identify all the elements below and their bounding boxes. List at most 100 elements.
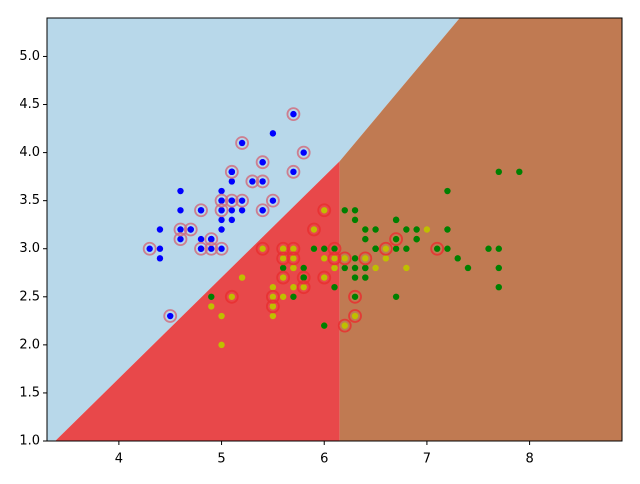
decision-region [47, 18, 460, 441]
support-vector-ring [142, 241, 157, 256]
data-point [382, 255, 390, 262]
support-vector-ring [265, 289, 280, 304]
data-point [238, 197, 246, 204]
data-point [290, 293, 297, 300]
data-point [331, 264, 338, 272]
data-point [495, 245, 502, 252]
data-point [300, 274, 307, 281]
data-point [331, 255, 338, 262]
data-point [218, 197, 225, 204]
support-vector-ring [327, 251, 342, 266]
data-point [238, 274, 246, 281]
data-point [269, 197, 277, 204]
y-tick-label: 3.5 [19, 193, 40, 208]
y-tick-label: 3.0 [19, 241, 40, 256]
y-tick-label: 4.5 [19, 97, 40, 112]
data-point [177, 187, 184, 195]
y-tick-label: 2.5 [19, 289, 40, 304]
data-point [218, 216, 225, 224]
support-vector-ring [183, 222, 198, 237]
support-vector-ring [389, 232, 404, 247]
support-vector-ring [255, 203, 270, 218]
data-point [310, 226, 318, 233]
support-vector-ring [224, 289, 239, 304]
data-point [351, 255, 359, 262]
data-point [279, 245, 287, 252]
data-point [362, 274, 369, 281]
support-vector-ring [163, 309, 178, 323]
y-tick-label: 5.0 [19, 49, 40, 64]
data-point [362, 226, 369, 233]
data-point [269, 293, 277, 300]
support-vector-ring [265, 299, 280, 314]
support-vector-ring [317, 270, 332, 285]
data-point [392, 293, 400, 300]
data-point [495, 264, 502, 272]
data-point [177, 207, 184, 214]
data-point [279, 274, 287, 281]
support-vector-ring [204, 241, 219, 256]
data-point [372, 245, 379, 252]
data-point [290, 110, 297, 118]
data-point [444, 226, 451, 233]
support-vector-ring [224, 164, 239, 179]
support-vector-ring [276, 270, 291, 285]
support-vector-ring [214, 203, 229, 218]
data-point [228, 197, 236, 204]
data-point [259, 245, 266, 252]
support-vector-ring [194, 203, 208, 218]
plot-frame [46, 17, 623, 442]
data-point [269, 312, 277, 320]
data-point [259, 178, 266, 185]
data-point [382, 245, 390, 252]
y-tick-label: 4.0 [19, 145, 40, 160]
x-tick-label: 5 [217, 452, 225, 467]
data-point [321, 274, 328, 281]
data-point [372, 226, 379, 233]
x-tick-label: 4 [115, 452, 123, 467]
data-point [218, 226, 225, 233]
data-point [156, 245, 164, 252]
data-point [321, 255, 328, 262]
data-point [228, 216, 236, 224]
data-point [156, 226, 164, 233]
data-point [403, 226, 410, 233]
support-vector-ring [173, 222, 188, 237]
support-vector-ring [173, 232, 188, 247]
support-vector-ring [286, 241, 301, 256]
data-point [269, 283, 277, 291]
data-point [259, 207, 266, 214]
y-tick-label: 2.0 [19, 337, 40, 352]
data-point [321, 245, 328, 252]
support-vector-ring [296, 145, 311, 160]
data-point [413, 235, 420, 243]
support-vector-ring [307, 222, 321, 237]
data-point [362, 255, 369, 262]
data-point [208, 235, 215, 243]
data-point [187, 226, 194, 233]
data-point [495, 168, 502, 176]
support-vector-ring [276, 251, 291, 266]
support-vector-ring [255, 241, 270, 256]
data-point [208, 293, 215, 300]
data-point [300, 283, 307, 291]
data-point [341, 207, 348, 214]
data-point [423, 226, 431, 233]
support-vector-ring [286, 107, 301, 122]
support-vector-ring [265, 193, 280, 208]
data-point [351, 264, 359, 272]
data-point [464, 264, 472, 272]
data-point [290, 255, 297, 262]
support-vector-ring [235, 193, 249, 208]
y-tick-label: 1.5 [19, 385, 40, 400]
support-vector-ring [286, 164, 301, 179]
data-point [392, 245, 400, 252]
data-point [228, 178, 236, 185]
data-point [238, 139, 246, 147]
data-point [177, 235, 184, 243]
data-point [218, 207, 225, 214]
data-point [351, 293, 359, 300]
data-point [362, 264, 369, 272]
support-vector-ring [286, 251, 301, 266]
